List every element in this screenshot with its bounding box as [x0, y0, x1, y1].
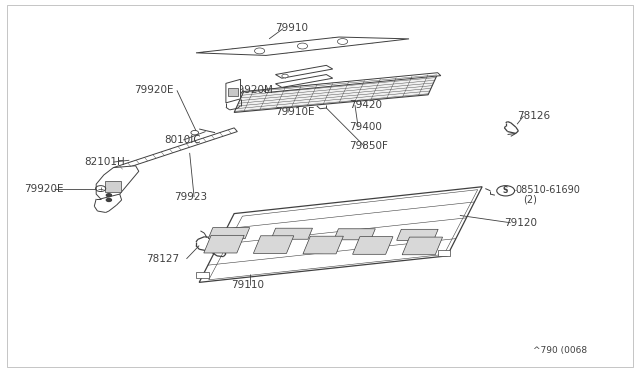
Polygon shape: [204, 235, 244, 253]
Text: 79920E: 79920E: [134, 85, 173, 95]
Polygon shape: [199, 187, 482, 282]
Polygon shape: [196, 37, 409, 55]
Text: ^790 (0068: ^790 (0068: [533, 346, 587, 355]
Text: 79420: 79420: [349, 100, 381, 110]
Text: (2): (2): [524, 194, 538, 204]
Text: 79920M: 79920M: [231, 85, 273, 95]
Polygon shape: [253, 236, 294, 253]
Circle shape: [106, 199, 111, 202]
Polygon shape: [96, 166, 139, 199]
Text: 79120: 79120: [504, 218, 538, 228]
Circle shape: [282, 74, 288, 78]
Bar: [196, 272, 209, 278]
Polygon shape: [303, 236, 344, 254]
Polygon shape: [271, 228, 312, 239]
Text: 08510-61690: 08510-61690: [516, 185, 580, 195]
Bar: [105, 181, 121, 192]
Text: 78127: 78127: [146, 254, 179, 264]
Text: 79910: 79910: [275, 23, 308, 33]
Polygon shape: [234, 74, 438, 112]
Polygon shape: [275, 74, 333, 87]
Polygon shape: [275, 65, 333, 78]
Text: 8010lC: 8010lC: [164, 135, 201, 145]
Text: 78126: 78126: [517, 111, 550, 121]
Circle shape: [106, 194, 111, 197]
Text: 79910E: 79910E: [275, 108, 315, 118]
Polygon shape: [353, 237, 393, 254]
Text: 79920E: 79920E: [24, 183, 64, 193]
Text: 82101H: 82101H: [84, 157, 125, 167]
Polygon shape: [334, 229, 375, 240]
Bar: [438, 250, 451, 256]
Polygon shape: [402, 237, 443, 255]
Polygon shape: [263, 73, 441, 93]
Text: S: S: [503, 186, 508, 195]
Polygon shape: [397, 229, 438, 240]
Text: 79850F: 79850F: [349, 141, 387, 151]
Text: 79400: 79400: [349, 122, 381, 132]
Polygon shape: [113, 128, 237, 171]
Polygon shape: [226, 79, 241, 103]
Text: 79923: 79923: [173, 192, 207, 202]
Bar: [228, 88, 238, 96]
Text: 79110: 79110: [231, 280, 264, 289]
Polygon shape: [208, 228, 250, 239]
